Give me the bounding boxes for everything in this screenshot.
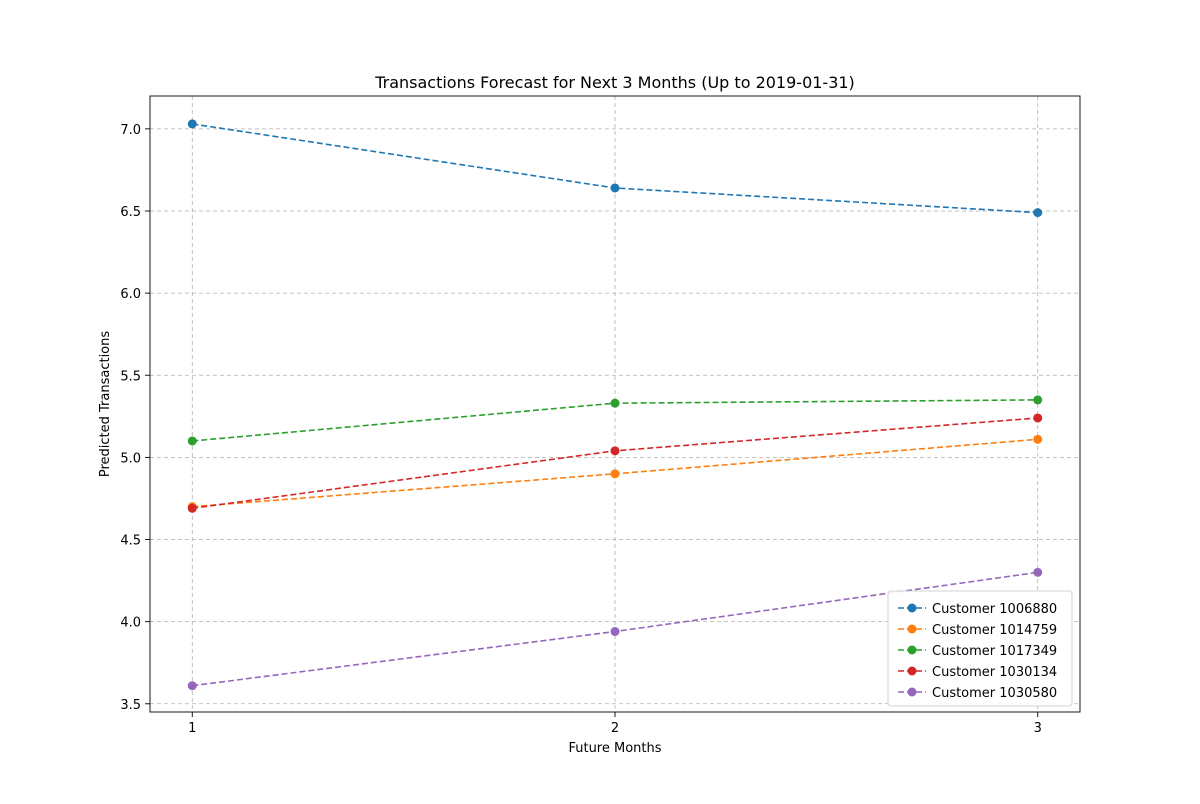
data-point-customer-1006880 xyxy=(610,183,620,193)
data-point-customer-1017349 xyxy=(1033,395,1043,405)
y-tick-label: 6.5 xyxy=(120,205,141,220)
chart-title: Transactions Forecast for Next 3 Months … xyxy=(374,73,855,92)
data-point-customer-1014759 xyxy=(1033,434,1043,444)
x-tick-label: 1 xyxy=(188,721,196,736)
legend-label: Customer 1030134 xyxy=(932,665,1057,680)
legend-marker xyxy=(907,645,917,655)
y-tick-label: 5.5 xyxy=(120,369,141,384)
legend-label: Customer 1030580 xyxy=(932,686,1057,701)
grid xyxy=(150,96,1080,712)
legend-marker xyxy=(907,666,917,676)
data-point-customer-1006880 xyxy=(1033,208,1043,218)
x-tick-label: 3 xyxy=(1034,721,1042,736)
axis-ticks: 1 2 3 3.5 4.0 4.5 5.0 5.5 6.0 6.5 7.0 xyxy=(120,123,1042,736)
y-tick-label: 3.5 xyxy=(120,698,141,713)
legend-label: Customer 1017349 xyxy=(932,644,1057,659)
y-axis-label: Predicted Transactions xyxy=(98,331,113,478)
legend-box xyxy=(887,590,1073,707)
legend-marker xyxy=(907,687,917,697)
data-point-customer-1030580 xyxy=(1033,567,1043,577)
data-point-customer-1030134 xyxy=(187,503,197,513)
y-tick-label: 7.0 xyxy=(120,123,141,138)
x-axis-label: Future Months xyxy=(568,741,661,756)
y-tick-label: 5.0 xyxy=(120,451,141,466)
legend-label: Customer 1014759 xyxy=(932,623,1057,638)
data-point-customer-1030580 xyxy=(187,681,197,691)
x-tick-label: 2 xyxy=(611,721,619,736)
data-point-customer-1006880 xyxy=(187,119,197,129)
y-tick-label: 6.0 xyxy=(120,287,141,302)
data-point-customer-1014759 xyxy=(610,469,620,479)
data-point-customer-1030134 xyxy=(1033,413,1043,423)
y-tick-label: 4.0 xyxy=(120,616,141,631)
series-group xyxy=(187,119,1043,691)
legend-marker xyxy=(907,624,917,634)
legend-label: Customer 1006880 xyxy=(932,602,1057,617)
data-point-customer-1017349 xyxy=(610,398,620,408)
legend-marker xyxy=(907,603,917,613)
data-point-customer-1030580 xyxy=(610,627,620,637)
data-point-customer-1030134 xyxy=(610,446,620,456)
y-tick-label: 4.5 xyxy=(120,534,141,549)
data-point-customer-1017349 xyxy=(187,436,197,446)
legend: Customer 1006880 Customer 1014759 Customer… xyxy=(887,590,1073,707)
